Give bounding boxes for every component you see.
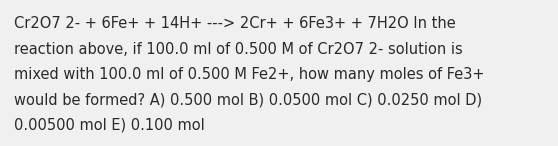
Text: 0.00500 mol E) 0.100 mol: 0.00500 mol E) 0.100 mol bbox=[14, 118, 205, 133]
Text: mixed with 100.0 ml of 0.500 M Fe2+, how many moles of Fe3+: mixed with 100.0 ml of 0.500 M Fe2+, how… bbox=[14, 67, 484, 82]
Text: Cr2O7 2- + 6Fe+ + 14H+ ---> 2Cr+ + 6Fe3+ + 7H2O In the: Cr2O7 2- + 6Fe+ + 14H+ ---> 2Cr+ + 6Fe3+… bbox=[14, 16, 456, 31]
Text: would be formed? A) 0.500 mol B) 0.0500 mol C) 0.0250 mol D): would be formed? A) 0.500 mol B) 0.0500 … bbox=[14, 93, 482, 107]
Text: reaction above, if 100.0 ml of 0.500 M of Cr2O7 2- solution is: reaction above, if 100.0 ml of 0.500 M o… bbox=[14, 41, 463, 57]
